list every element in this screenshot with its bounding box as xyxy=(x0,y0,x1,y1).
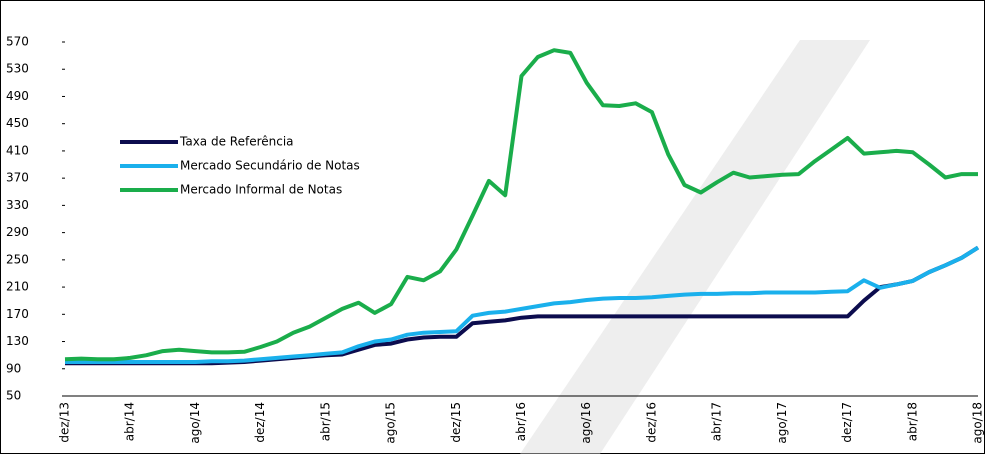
y-tick-label: 570 xyxy=(6,35,29,49)
x-tick-label: abr/14 xyxy=(123,402,137,441)
legend-label: Mercado Secundário de Notas xyxy=(180,159,360,173)
line-series xyxy=(65,245,980,364)
x-tick-label: dez/14 xyxy=(253,402,267,443)
line-series xyxy=(64,48,978,362)
y-tick-label: 250 xyxy=(6,252,29,266)
x-tick-label: abr/16 xyxy=(514,402,528,441)
x-tick-label: abr/15 xyxy=(318,402,332,441)
x-tick-label: ago/18 xyxy=(971,402,985,444)
watermark xyxy=(520,40,870,454)
x-tick-label: ago/16 xyxy=(579,402,593,444)
y-tick-label: 50 xyxy=(6,389,21,403)
y-tick-label: 330 xyxy=(6,198,29,212)
x-tick-label: abr/17 xyxy=(710,402,724,441)
x-tick-label: dez/15 xyxy=(449,402,463,443)
y-tick-label: 290 xyxy=(6,225,29,239)
legend-label: Mercado Informal de Notas xyxy=(180,183,342,197)
y-tick-label: 130 xyxy=(6,334,29,348)
y-tick-label: 410 xyxy=(6,143,29,157)
y-tick-label: 170 xyxy=(6,307,29,321)
y-tick-label: 370 xyxy=(6,171,29,185)
x-tick-label: ago/14 xyxy=(188,402,202,444)
y-tick-label: 210 xyxy=(6,280,29,294)
y-tick-label: 450 xyxy=(6,116,29,130)
legend-label: Taxa de Referência xyxy=(179,135,294,149)
y-tick-label: 530 xyxy=(6,62,29,76)
x-tick-label: ago/15 xyxy=(384,402,398,444)
x-tick-label: ago/17 xyxy=(775,402,789,444)
x-tick-label: dez/16 xyxy=(644,402,658,443)
x-tick-label: dez/13 xyxy=(58,402,72,443)
x-tick-label: abr/18 xyxy=(905,402,919,441)
y-tick-label: 90 xyxy=(6,361,21,375)
y-tick-label: 490 xyxy=(6,89,29,103)
x-tick-label: dez/17 xyxy=(840,402,854,443)
